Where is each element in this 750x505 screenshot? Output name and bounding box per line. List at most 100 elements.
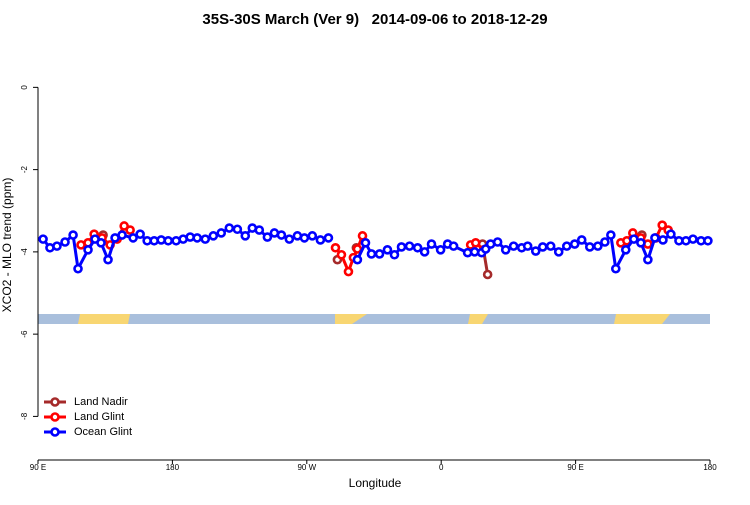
data-point — [643, 254, 653, 265]
data-point — [569, 239, 580, 249]
data-point — [688, 234, 698, 244]
land-patch — [614, 314, 670, 324]
data-point — [610, 263, 621, 274]
data-point — [606, 230, 616, 240]
x-axis-label: Longitude — [349, 476, 402, 490]
y-tick-label: 0 — [20, 85, 29, 90]
data-point — [128, 233, 138, 243]
data-point — [103, 254, 113, 265]
chart-title: 35S-30S March (Ver 9) 2014-09-06 to 2018… — [202, 11, 547, 28]
data-point — [208, 231, 219, 241]
legend-label: Land Nadir — [74, 396, 128, 408]
legend-label: Land Glint — [74, 411, 124, 423]
data-point — [125, 225, 135, 235]
data-point — [262, 232, 273, 242]
data-point — [593, 241, 603, 251]
data-point — [60, 237, 70, 247]
data-point — [374, 249, 385, 259]
data-point — [224, 223, 235, 233]
land-patch — [78, 314, 130, 324]
data-point — [650, 233, 660, 243]
data-point — [419, 247, 430, 257]
legend-label: Ocean Glint — [74, 426, 132, 438]
land-patch — [335, 314, 367, 324]
data-point — [352, 254, 363, 265]
data-point — [307, 231, 318, 241]
data-point — [435, 245, 446, 255]
data-point — [68, 230, 78, 240]
y-tick-label: -2 — [20, 166, 29, 174]
data-point — [366, 249, 377, 259]
data-point — [620, 245, 631, 255]
data-point — [500, 245, 511, 255]
data-point — [200, 234, 211, 244]
data-point — [52, 241, 62, 251]
data-point — [561, 241, 572, 251]
data-point — [163, 235, 174, 246]
data-point — [404, 241, 415, 251]
data-point — [336, 249, 347, 260]
data-point — [426, 239, 437, 249]
data-point — [315, 235, 326, 245]
data-point — [232, 224, 243, 235]
data-point — [666, 229, 676, 239]
data-point — [96, 238, 106, 248]
data-point — [330, 242, 341, 253]
x-tick-label: 0 — [439, 463, 444, 472]
data-point — [276, 230, 287, 240]
data-point — [470, 238, 481, 248]
data-point — [38, 234, 48, 244]
legend-swatch-marker — [50, 397, 60, 407]
data-point — [254, 225, 265, 235]
data-point — [703, 235, 713, 246]
data-point — [576, 235, 587, 245]
data-point — [629, 234, 639, 244]
data-point — [83, 245, 93, 255]
data-point — [658, 235, 668, 245]
map-strip — [38, 314, 710, 324]
data-point — [323, 233, 334, 243]
x-tick-label: 90 W — [297, 463, 316, 472]
data-point — [584, 242, 595, 252]
y-tick-label: -8 — [20, 412, 29, 420]
data-point — [545, 241, 556, 251]
data-point — [135, 229, 145, 239]
x-tick-label: 90 E — [567, 463, 583, 472]
x-tick-label: 180 — [166, 463, 180, 472]
data-point — [240, 231, 251, 241]
data-point — [636, 238, 646, 248]
data-point — [600, 237, 610, 247]
x-tick-label: 180 — [703, 463, 717, 472]
data-point — [382, 245, 393, 255]
y-tick-label: -4 — [20, 248, 29, 256]
data-point — [360, 238, 371, 248]
ocean-strip — [38, 314, 710, 324]
data-point — [412, 242, 423, 253]
data-point — [492, 237, 503, 247]
legend-swatch-marker — [50, 427, 60, 437]
data-point — [284, 234, 295, 244]
data-point — [192, 233, 202, 243]
data-point — [73, 263, 83, 274]
data-point — [508, 241, 519, 251]
legend-swatch-marker — [50, 412, 60, 422]
data-point — [216, 228, 227, 238]
data-point — [299, 233, 310, 243]
land-patch — [468, 314, 488, 324]
y-tick-label: -6 — [20, 330, 29, 338]
data-point — [448, 241, 459, 251]
data-point — [389, 249, 400, 260]
data-point — [553, 247, 564, 257]
x-tick-label: 90 E — [30, 463, 46, 472]
data-point — [530, 246, 541, 256]
data-point — [657, 220, 668, 230]
series-line — [80, 222, 670, 276]
data-point — [396, 242, 407, 252]
y-axis-label: XCO2 - MLO trend (ppm) — [0, 178, 14, 313]
data-point — [117, 230, 127, 240]
data-point — [343, 266, 354, 277]
data-point — [482, 269, 493, 280]
data-point — [522, 241, 533, 251]
data-point — [537, 242, 548, 252]
